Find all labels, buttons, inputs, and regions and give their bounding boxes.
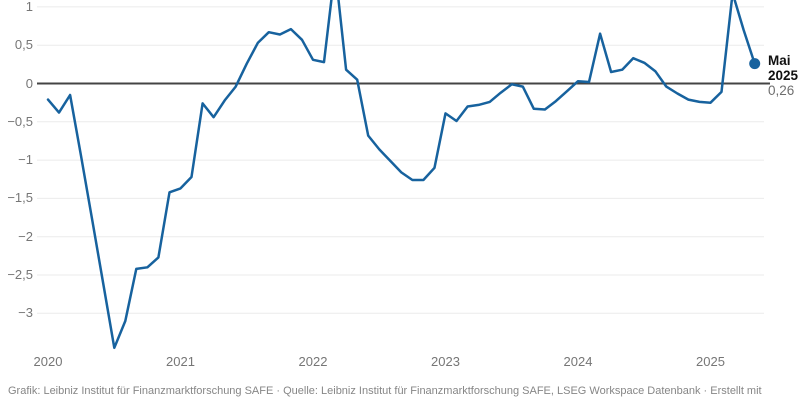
x-tick-label: 2021 — [166, 354, 195, 369]
x-tick-label: 2022 — [298, 354, 328, 369]
line-chart: 1 0,5 0 −0,5 −1 −1,5 −2 −2,5 −3 2020 2021 2022 2023… — [7, 0, 798, 369]
x-tick-label: 2020 — [33, 354, 63, 369]
annotation-month: Mai — [768, 53, 791, 68]
y-tick-label: 0 — [25, 75, 33, 91]
x-tick-label: 2023 — [431, 354, 460, 369]
y-tick-label: −0,5 — [7, 113, 33, 129]
x-tick-label: 2024 — [563, 354, 593, 369]
last-point-annotation: Mai 2025 0,26 — [768, 53, 798, 98]
y-tick-label: −1,5 — [7, 190, 33, 206]
y-tick-label: −1 — [18, 152, 33, 168]
y-tick-label: 0,5 — [14, 37, 33, 53]
x-tick-label: 2025 — [696, 354, 725, 369]
y-tick-label: −2 — [18, 228, 33, 244]
data-line — [46, 0, 756, 350]
attribution-footer: Grafik: Leibniz Institut für Finanzmarkt… — [8, 384, 800, 398]
last-point-dot — [749, 58, 761, 70]
plot-area — [37, 0, 770, 350]
y-tick-label: 1 — [25, 0, 33, 14]
y-tick-label: −3 — [18, 305, 33, 321]
annotation-value: 0,26 — [768, 83, 795, 98]
y-tick-label: −2,5 — [7, 267, 33, 282]
footer-text: Grafik: Leibniz Institut für Finanzmarkt… — [8, 385, 762, 397]
annotation-year: 2025 — [768, 68, 799, 83]
